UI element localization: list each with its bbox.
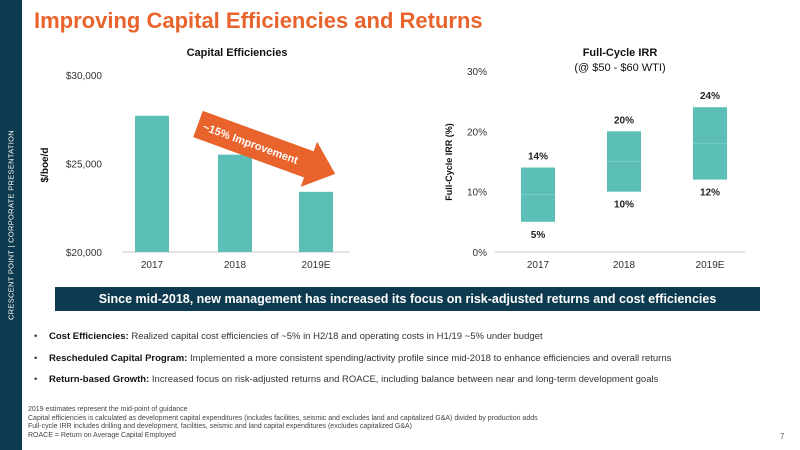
bullet-icon: • (34, 331, 38, 342)
chart1-title: Capital Efficiencies (187, 47, 288, 59)
chart2-low-label: 12% (700, 188, 720, 199)
chart1-xtick-label: 2017 (141, 260, 164, 271)
bullet-rescheduled-capital: • Rescheduled Capital Program: Implement… (33, 353, 773, 365)
chart1-xtick-label: 2018 (224, 260, 247, 271)
bullet-text: Increased focus on risk-adjusted returns… (149, 374, 659, 385)
chart1-xtick-label: 2019E (302, 260, 331, 271)
chart1-ytick-label: $25,000 (66, 160, 103, 171)
page-title: Improving Capital Efficiencies and Retur… (34, 8, 483, 33)
chart2-high-label: 20% (614, 115, 634, 126)
improvement-arrow: ~15% Improvement (193, 110, 336, 187)
bullet-text: Implemented a more consistent spending/a… (187, 352, 672, 364)
chart2-ytick-label: 20% (467, 127, 487, 138)
sidebar: CRESCENT POINT | CORPORATE PRESENTATION (0, 0, 22, 450)
key-message-banner: Since mid-2018, new management has incre… (55, 287, 760, 311)
bullet-label: Return-based Growth: (49, 374, 150, 385)
chart2-xtick-label: 2017 (527, 260, 550, 271)
chart1-ytick-label: $30,000 (66, 71, 103, 82)
chart1-bar (218, 154, 252, 252)
chart2-high-label: 14% (528, 152, 548, 163)
chart2-ytick-label: 30% (467, 67, 487, 78)
charts-canvas: Capital Efficiencies $/boe/d $20,000 $25,… (40, 47, 745, 271)
chart2-xtick-label: 2019E (696, 260, 725, 271)
footnote: Full-cycle IRR includes drilling and dev… (28, 423, 413, 431)
chart2-low-label: 5% (531, 230, 546, 241)
bullet-return-based-growth: • Return-based Growth: Increased focus o… (33, 374, 773, 386)
footnotes: 2019 estimates represent the mid-point o… (28, 406, 748, 440)
bullet-label: Rescheduled Capital Program: (49, 352, 188, 364)
chart2-title: Full-Cycle IRR (583, 47, 658, 59)
bullet-icon: • (34, 374, 38, 385)
chart2-low-label: 10% (614, 200, 634, 211)
footnote: ROACE = Return on Average Capital Employ… (28, 431, 176, 439)
bullet-cost-efficiencies: • Cost Efficiencies: Realized capital co… (33, 331, 773, 343)
chart1-bar (299, 191, 333, 252)
full-cycle-irr-chart: Full-Cycle IRR (@ $50 - $60 WTI) Full-Cy… (444, 47, 745, 271)
chart2-ytick-label: 10% (467, 188, 487, 199)
chart1-bar (135, 115, 169, 253)
bullet-text: Realized capital cost efficiencies of ~5… (128, 331, 543, 342)
footnote: 2019 estimates represent the mid-point o… (28, 406, 188, 413)
footnote: Capital efficiencies is calculated as de… (28, 414, 538, 422)
capital-efficiencies-chart: Capital Efficiencies $/boe/d $20,000 $25,… (40, 47, 350, 271)
bullet-label: Cost Efficiencies: (49, 331, 129, 342)
chart1-ytick-label: $20,000 (66, 248, 103, 259)
chart2-subtitle: (@ $50 - $60 WTI) (574, 62, 665, 74)
bullet-list: • Cost Efficiencies: Realized capital co… (33, 331, 773, 396)
chart2-ytick-label: 0% (473, 248, 488, 259)
chart1-ylabel: $/boe/d (40, 147, 51, 182)
chart2-ylabel: Full-Cycle IRR (%) (444, 123, 454, 201)
chart2-high-label: 24% (700, 91, 720, 102)
bullet-icon: • (34, 352, 38, 364)
page-number: 7 (780, 432, 785, 441)
chart2-xtick-label: 2018 (613, 260, 636, 271)
